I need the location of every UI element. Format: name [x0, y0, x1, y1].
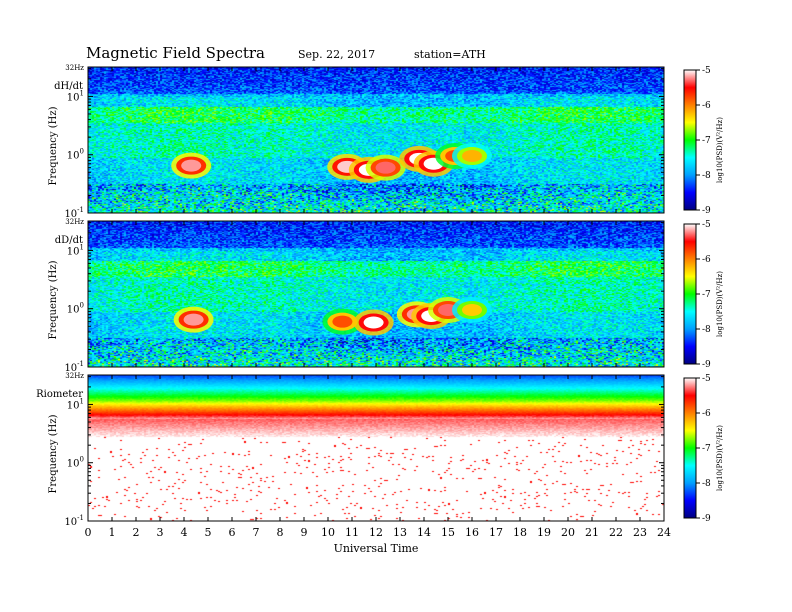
colorbar-tick-label: -6	[702, 255, 711, 265]
x-tick-label: 6	[229, 526, 236, 539]
y-tick-label: 101	[67, 89, 84, 103]
x-tick-label: 9	[301, 526, 308, 539]
colorbar-tick-label: -8	[702, 171, 711, 181]
x-tick-label: 12	[369, 526, 383, 539]
x-tick-label: 21	[585, 526, 599, 539]
colorbar-tick-label: -7	[702, 290, 711, 300]
x-tick-label: 8	[277, 526, 284, 539]
colorbar-tick-label: -5	[702, 374, 711, 384]
y-axis-label: Frequency (Hz)	[48, 260, 59, 339]
x-tick-label: 10	[321, 526, 335, 539]
x-tick-label: 7	[253, 526, 260, 539]
x-tick-label: 17	[489, 526, 503, 539]
colorbar-tick-label: -7	[702, 444, 711, 454]
y-tick-label: 100	[67, 148, 84, 162]
chart-date: Sep. 22, 2017	[298, 48, 376, 61]
y-tick-label: 10-1	[64, 360, 84, 374]
spectrogram-image	[88, 221, 664, 367]
panel-label: Riometer	[36, 389, 83, 400]
x-tick-label: 15	[441, 526, 455, 539]
x-tick-label: 14	[417, 526, 431, 539]
y-tick-label: 101	[67, 397, 84, 411]
y-top-label: 32Hz	[65, 372, 84, 380]
y-tick-label: 101	[67, 243, 84, 257]
panel-3: 10-1 100 101 32Hz Riometer Frequency (Hz) -5 -6…	[36, 372, 724, 528]
colorbar-tick-label: -6	[702, 101, 711, 111]
y-tick-label: 100	[67, 302, 84, 316]
y-tick-label: 10-1	[64, 206, 84, 220]
panel-label: dD/dt	[55, 235, 83, 246]
y-top-label: 32Hz	[65, 64, 84, 72]
panel-2: 10-1 100 101 32Hz dD/dt Frequency (Hz) -5 -6 -7 -…	[48, 218, 724, 374]
x-tick-label: 22	[609, 526, 623, 539]
y-tick-label: 10-1	[64, 514, 84, 528]
panel-label: dH/dt	[54, 81, 83, 92]
colorbar-label: log10(PSD)(V²/Hz)	[716, 271, 724, 337]
colorbar-label: log10(PSD)(V²/Hz)	[716, 117, 724, 183]
x-tick-label: 4	[181, 526, 188, 539]
x-tick-label: 0	[85, 526, 92, 539]
colorbar	[683, 377, 697, 519]
spectrogram-image	[88, 375, 664, 521]
x-axis-label: Universal Time	[334, 542, 419, 555]
x-tick-label: 5	[205, 526, 212, 539]
colorbar-tick-label: -9	[702, 514, 711, 524]
x-tick-label: 3	[157, 526, 164, 539]
chart-station: station=ATH	[414, 48, 486, 61]
feature-core-3	[363, 316, 384, 329]
colorbar	[683, 223, 697, 365]
colorbar-tick-label: -9	[702, 360, 711, 370]
feature-core-7	[462, 304, 482, 317]
colorbar-tick-label: -8	[702, 479, 711, 489]
panel-1: 10-1 100 101 32Hz dH/dt Frequency (Hz) -5 -6 -7 -…	[48, 64, 724, 220]
x-tick-label: 24	[657, 526, 671, 539]
colorbar-tick-label: -6	[702, 409, 711, 419]
colorbar-tick-label: -7	[702, 136, 711, 146]
feature-core-1	[183, 313, 204, 326]
colorbar-tick-label: -5	[702, 66, 711, 76]
colorbar-label: log10(PSD)(V²/Hz)	[716, 425, 724, 491]
chart-title: Magnetic Field Spectra	[86, 44, 265, 62]
spectrogram-image	[88, 67, 664, 213]
y-tick-label: 100	[67, 456, 84, 470]
feature-core-1	[181, 159, 202, 172]
x-tick-label: 16	[465, 526, 479, 539]
colorbar-tick-label: -8	[702, 325, 711, 335]
colorbar-tick-label: -5	[702, 220, 711, 230]
x-tick-label: 2	[133, 526, 140, 539]
feature-core-8	[462, 150, 482, 163]
x-tick-label: 13	[393, 526, 407, 539]
x-tick-label: 11	[345, 526, 359, 539]
x-tick-label: 19	[537, 526, 551, 539]
x-tick-label: 23	[633, 526, 647, 539]
y-axis-label: Frequency (Hz)	[48, 414, 59, 493]
x-tick-label: 1	[109, 526, 116, 539]
x-tick-label: 18	[513, 526, 527, 539]
y-top-label: 32Hz	[65, 218, 84, 226]
feature-core-2	[332, 315, 353, 328]
y-axis-label: Frequency (Hz)	[48, 106, 59, 185]
colorbar-tick-label: -9	[702, 206, 711, 216]
colorbar	[683, 69, 697, 211]
feature-core-4	[375, 161, 396, 174]
x-tick-label: 20	[561, 526, 575, 539]
